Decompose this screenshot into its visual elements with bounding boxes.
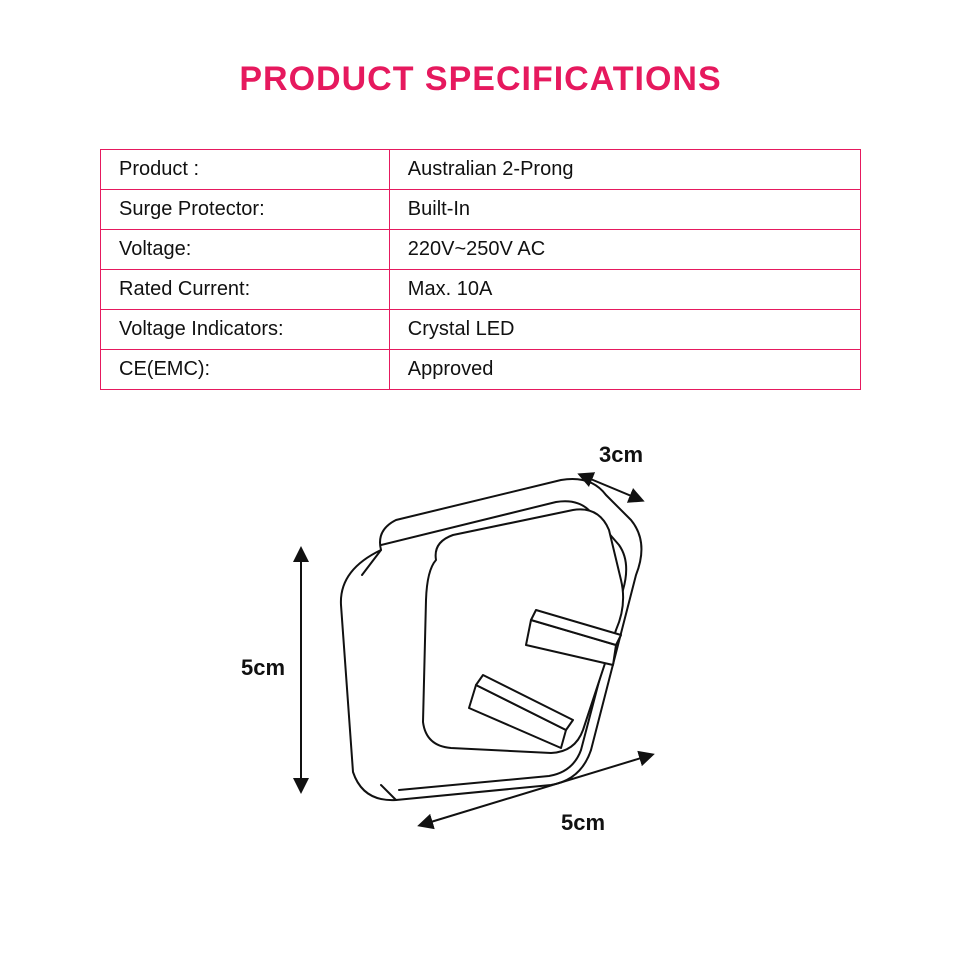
spec-label: Product : bbox=[101, 150, 390, 190]
spec-value: Australian 2-Prong bbox=[389, 150, 860, 190]
table-row: Voltage: 220V~250V AC bbox=[101, 230, 861, 270]
spec-label: Surge Protector: bbox=[101, 190, 390, 230]
spec-label: Voltage: bbox=[101, 230, 390, 270]
spec-value: 220V~250V AC bbox=[389, 230, 860, 270]
spec-label: CE(EMC): bbox=[101, 350, 390, 390]
plug-dimension-drawing: 3cm 5cm 5cm bbox=[221, 430, 741, 870]
spec-value: Approved bbox=[389, 350, 860, 390]
dim-depth-label: 3cm bbox=[599, 442, 643, 467]
spec-label: Rated Current: bbox=[101, 270, 390, 310]
spec-table: Product : Australian 2-Prong Surge Prote… bbox=[100, 149, 861, 390]
dim-width-label: 5cm bbox=[561, 810, 605, 835]
spec-value: Max. 10A bbox=[389, 270, 860, 310]
dim-height-label: 5cm bbox=[241, 655, 285, 680]
page-title: PRODUCT SPECIFICATIONS bbox=[100, 60, 861, 99]
spec-value: Built-In bbox=[389, 190, 860, 230]
table-row: Product : Australian 2-Prong bbox=[101, 150, 861, 190]
table-row: Surge Protector: Built-In bbox=[101, 190, 861, 230]
spec-value: Crystal LED bbox=[389, 310, 860, 350]
table-row: CE(EMC): Approved bbox=[101, 350, 861, 390]
table-row: Rated Current: Max. 10A bbox=[101, 270, 861, 310]
table-row: Voltage Indicators: Crystal LED bbox=[101, 310, 861, 350]
spec-label: Voltage Indicators: bbox=[101, 310, 390, 350]
product-diagram: 3cm 5cm 5cm bbox=[100, 430, 861, 870]
